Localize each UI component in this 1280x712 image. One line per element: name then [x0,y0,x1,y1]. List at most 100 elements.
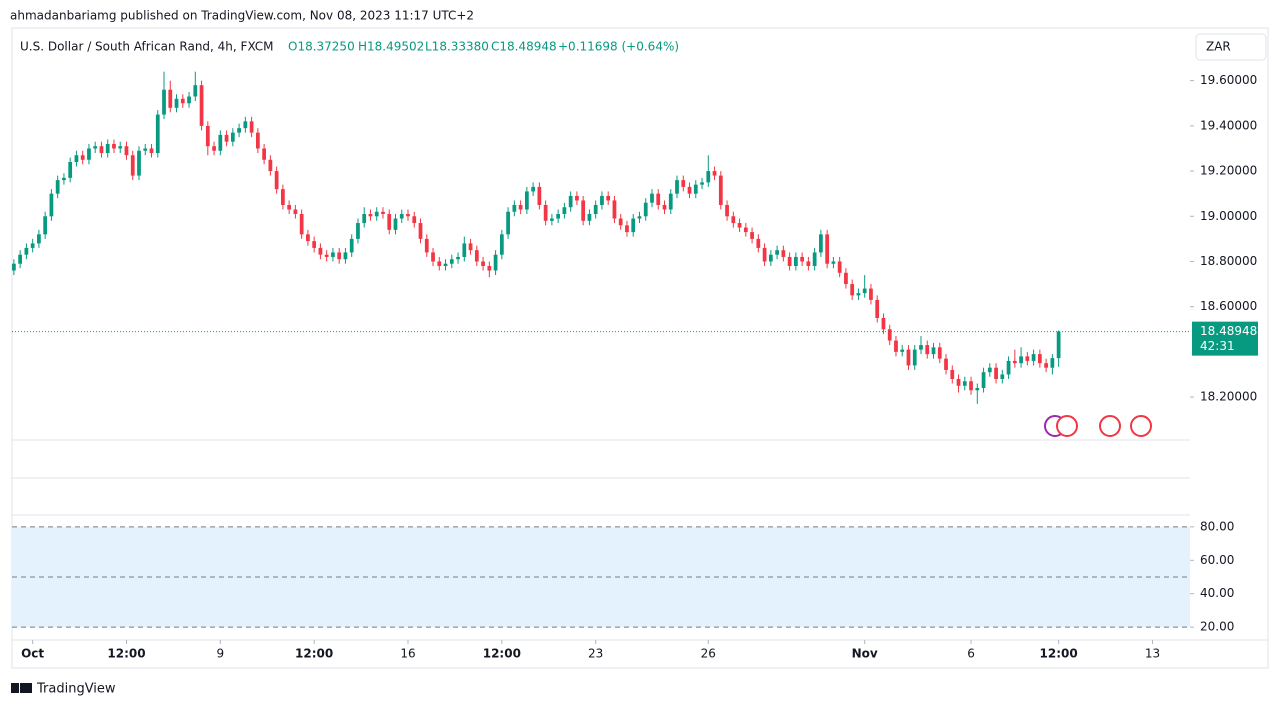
candle-body [87,148,91,160]
candle-body [180,98,185,104]
rsi-tick-label: 80.00 [1200,519,1234,533]
candle-body [718,175,723,205]
candle-body [337,252,342,260]
candle-body [437,261,442,266]
candle-body [155,114,160,153]
candle-body [712,171,717,176]
candle-body [850,284,855,296]
event-icon[interactable] [1130,415,1152,437]
currency-button[interactable] [1195,33,1267,61]
candle-body [356,223,360,239]
candle-body [1000,374,1005,379]
candle-body [600,195,604,205]
y-tick-label: 18.20000 [1200,390,1257,404]
candle-body [656,193,661,205]
candle-body [956,378,961,386]
candle-body [756,238,761,248]
candle-body [637,216,642,219]
candle-body [1037,354,1042,364]
candle-body [287,204,292,210]
candle-body [449,259,454,264]
event-icon[interactable] [1099,415,1121,437]
x-tick-label: 12:00 [107,647,145,661]
candle-body [1044,363,1048,368]
candle-body [268,159,273,172]
candle-body [249,121,254,133]
candle-body [925,345,930,355]
candle-body [862,288,867,294]
candle-body [168,89,173,108]
candle-body [550,218,554,221]
candle-body [393,218,398,230]
candle-body [293,209,298,215]
candle-body [994,367,998,379]
candle-body [412,216,417,224]
y-tick-label: 18.80000 [1200,254,1257,268]
candle-body [381,211,385,215]
candle-body [62,177,66,181]
y-tick-label: 19.20000 [1200,164,1257,178]
candle-body [969,381,973,391]
candle-body [675,180,679,194]
candle-body [374,211,379,217]
event-icon[interactable] [1056,415,1078,437]
candle-body [812,252,817,266]
candle-body [581,200,586,221]
ohlc-high: H18.49502 [358,40,424,54]
candle-body [875,299,880,318]
x-tick-label: 16 [400,647,415,661]
candle-body [343,252,348,260]
footer-brand: TradingView [36,682,116,697]
candle-body [562,207,567,215]
candle-body [456,256,460,260]
candle-body [143,148,148,151]
candle-body [625,225,629,233]
candle-body [962,381,967,386]
candle-body [750,232,754,239]
candle-body [787,256,792,266]
candle-body [1019,356,1023,364]
candle-body [612,200,617,219]
candle-body [237,128,241,133]
candle-body [112,143,116,149]
candle-body [606,195,611,201]
candle-body [387,214,392,230]
x-tick-label: 26 [701,647,716,661]
candle-body [524,191,529,210]
candle-body [55,180,60,194]
candle-body [212,146,216,151]
candle-body [349,238,354,253]
candle-body [74,155,79,163]
candle-body [937,347,942,359]
x-tick-label: 13 [1145,647,1160,661]
ohlc-open: O18.37250 [288,40,355,54]
candle-body [706,171,711,183]
candle-body [130,155,135,176]
candle-body [869,288,873,300]
candle-body [512,204,517,212]
candle-body [331,252,335,257]
candle-body [775,250,779,255]
x-tick-label: 9 [217,647,225,661]
candle-body [575,195,579,201]
x-tick-label: 12:00 [1040,647,1078,661]
y-tick-label: 19.00000 [1200,209,1257,223]
candle-body [243,121,248,129]
candle-body [650,193,654,203]
candle-body [894,340,898,352]
candle-body [793,256,798,266]
candle-body [819,234,823,253]
x-tick-label: 12:00 [483,647,521,661]
candle-body [418,223,423,239]
currency-label[interactable]: ZAR [1206,40,1231,54]
candle-body [881,317,886,330]
candle-body [118,146,123,149]
candle-body [800,256,805,262]
price-change: +0.11698 (+0.64%) [558,40,679,54]
candle-body [218,134,223,151]
candle-body [499,234,504,255]
candle-body [906,349,911,366]
candle-body [68,162,73,178]
tv-logo [11,683,32,693]
